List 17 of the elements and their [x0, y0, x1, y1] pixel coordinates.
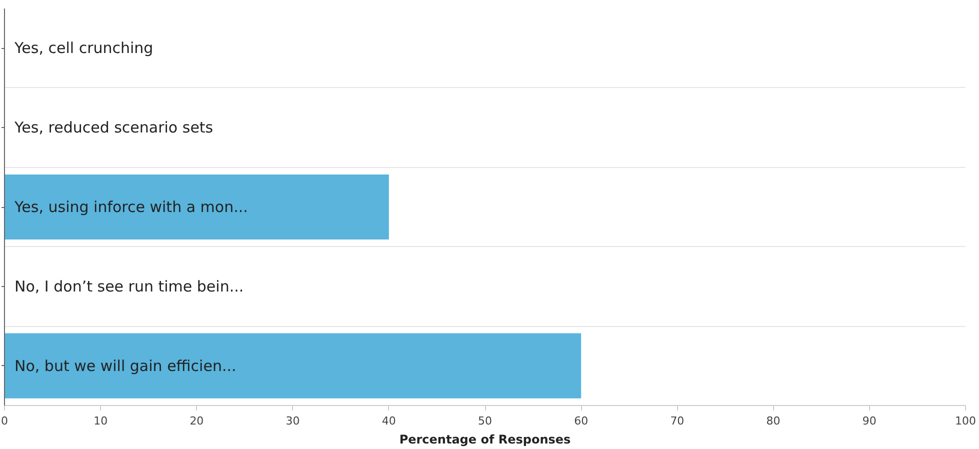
x-axis-title: Percentage of Responses [399, 432, 571, 446]
x-tick-label: 30 [286, 414, 300, 428]
x-tick-label: 10 [94, 414, 108, 428]
x-tick-label: 40 [382, 414, 396, 428]
x-tick-label: 80 [766, 414, 780, 428]
x-tick-label: 100 [955, 414, 976, 428]
y-tick-label: No, I don’t see run time bein... [14, 277, 244, 296]
x-tick-label: 20 [190, 414, 204, 428]
y-tick-label: Yes, cell crunching [14, 39, 154, 58]
x-tick-label: 50 [478, 414, 492, 428]
x-tick-label: 0 [1, 414, 8, 428]
y-tick-label: Yes, reduced scenario sets [14, 118, 214, 137]
x-tick-label: 70 [670, 414, 684, 428]
x-tick-label: 90 [862, 414, 876, 428]
x-tick-label: 60 [574, 414, 588, 428]
y-tick-label: Yes, using inforce with a mon... [14, 198, 248, 216]
y-tick-label: No, but we will gain efficien... [14, 356, 236, 375]
